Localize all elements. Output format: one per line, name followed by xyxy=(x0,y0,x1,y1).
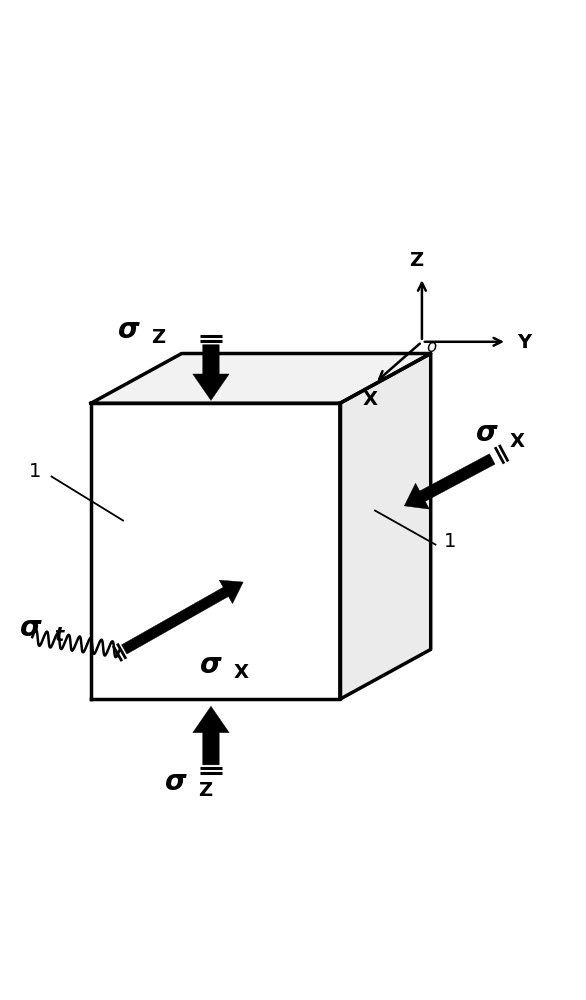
Text: Z: Z xyxy=(151,328,165,347)
Text: t: t xyxy=(54,626,63,645)
Text: X: X xyxy=(509,432,524,451)
Polygon shape xyxy=(340,354,431,699)
Text: Y: Y xyxy=(517,333,531,352)
Text: $\boldsymbol{\sigma}$: $\boldsymbol{\sigma}$ xyxy=(164,768,188,796)
Polygon shape xyxy=(91,403,340,699)
Text: X: X xyxy=(363,390,378,409)
Polygon shape xyxy=(404,454,495,509)
Text: Z: Z xyxy=(409,251,423,270)
Text: $\boldsymbol{\sigma}$: $\boldsymbol{\sigma}$ xyxy=(475,419,498,447)
Text: $\boldsymbol{\sigma}$: $\boldsymbol{\sigma}$ xyxy=(19,614,42,642)
Text: o: o xyxy=(427,338,437,356)
Text: 1: 1 xyxy=(29,462,42,481)
Polygon shape xyxy=(193,345,229,400)
Text: 1: 1 xyxy=(444,532,456,551)
Text: $\boldsymbol{\sigma}$: $\boldsymbol{\sigma}$ xyxy=(199,651,223,679)
Polygon shape xyxy=(193,706,229,765)
Text: X: X xyxy=(234,663,249,682)
Text: Z: Z xyxy=(198,781,212,800)
Polygon shape xyxy=(122,580,243,654)
Text: $\boldsymbol{\sigma}$: $\boldsymbol{\sigma}$ xyxy=(117,316,141,344)
Polygon shape xyxy=(91,354,431,403)
